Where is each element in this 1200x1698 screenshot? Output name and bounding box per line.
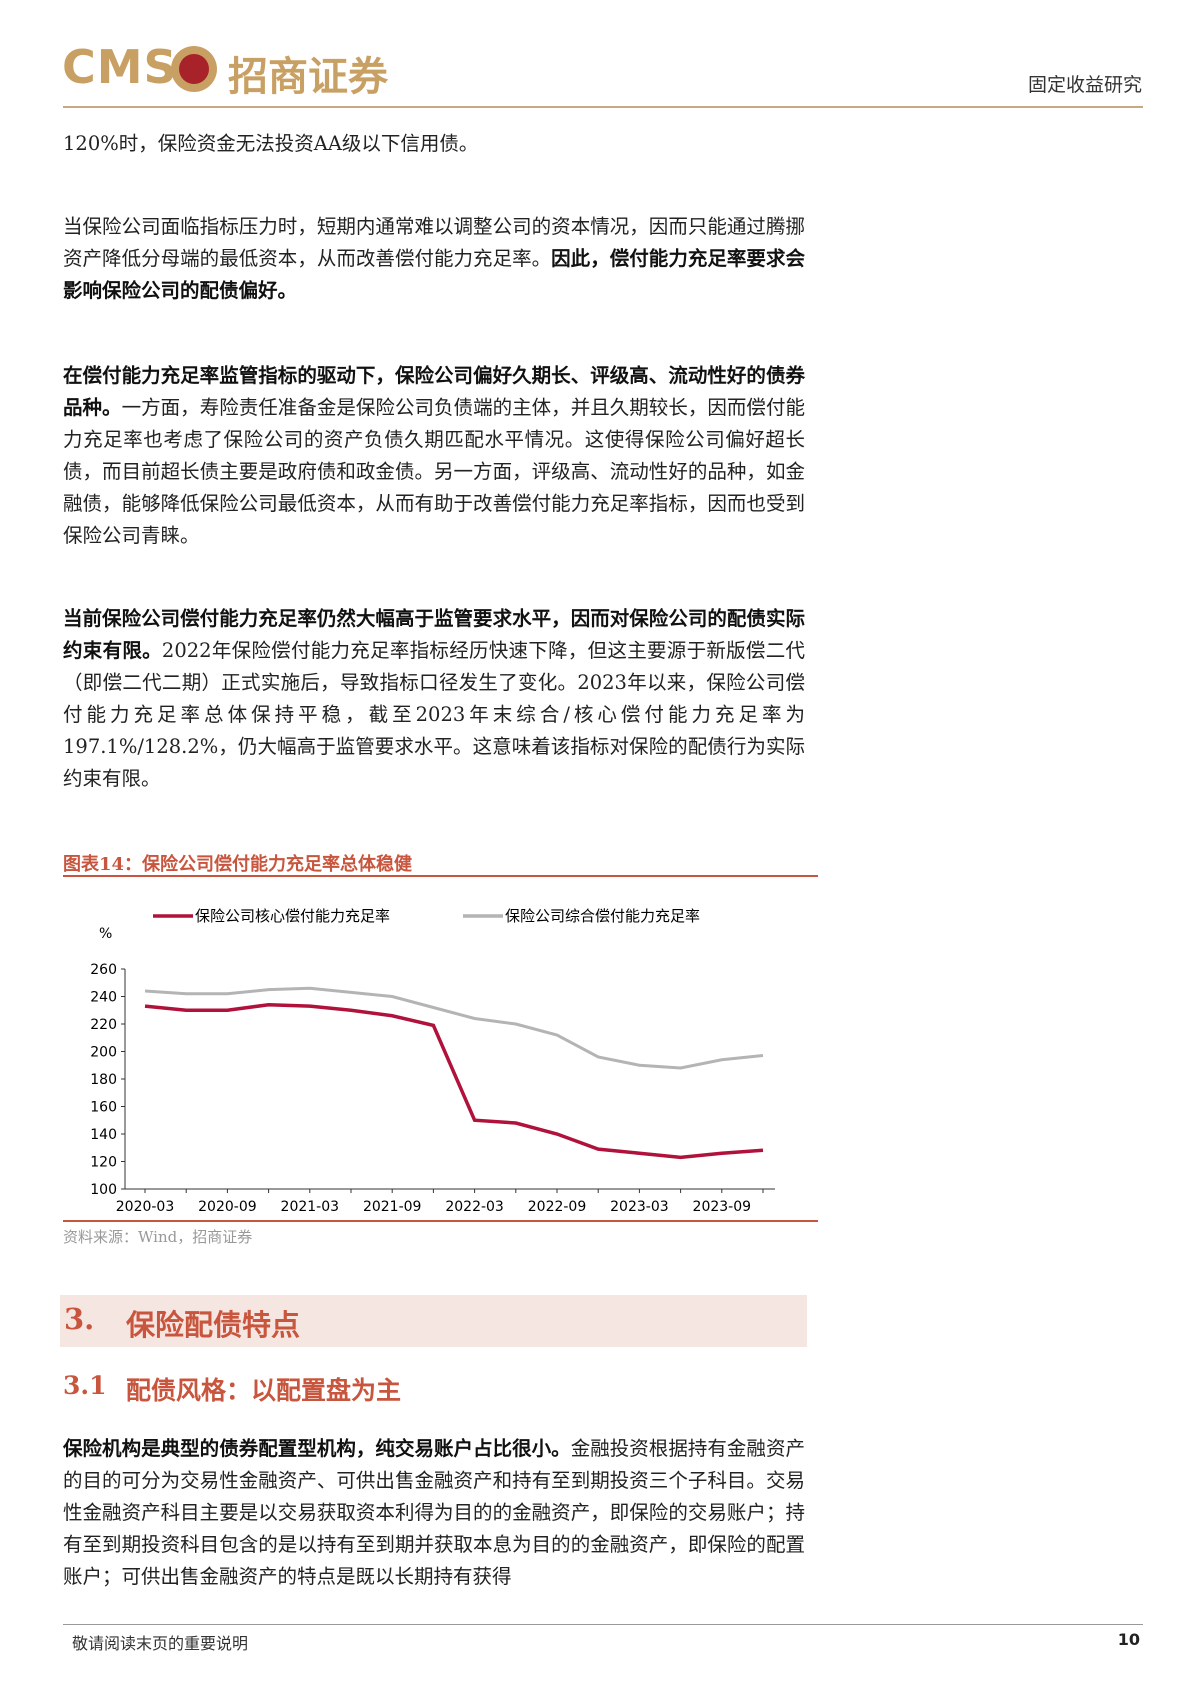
- x-tick-label: 2020-09: [198, 1199, 257, 1215]
- company-name: 招商证券: [228, 53, 388, 100]
- y-tick-label: 260: [90, 962, 117, 978]
- series-line: [144, 986, 764, 1070]
- bold-text: 因此，偿付能力充足率要求会影响保险公司的配债偏好。: [63, 247, 805, 302]
- y-unit: %: [99, 926, 112, 942]
- figure-rule: [63, 875, 818, 877]
- figure-source: 资料来源：Wind，招商证券: [63, 1228, 253, 1246]
- section-number: 3.: [64, 1302, 95, 1336]
- y-tick-label: 200: [90, 1045, 117, 1061]
- x-tick-label: 2020-03: [116, 1199, 175, 1215]
- x-tick-label: 2023-09: [693, 1199, 752, 1215]
- y-tick-label: 180: [90, 1072, 117, 1088]
- y-tick-label: 160: [90, 1100, 117, 1116]
- legend-label: 保险公司核心偿付能力充足率: [195, 907, 390, 925]
- header-rule: [63, 106, 1143, 108]
- paragraph: 在偿付能力充足率监管指标的驱动下，保险公司偏好久期长、评级高、流动性好的债券品种…: [63, 360, 805, 552]
- footer-note: 敬请阅读末页的重要说明: [72, 1634, 249, 1653]
- y-tick-label: 140: [90, 1127, 117, 1143]
- text: 一方面，寿险责任准备金是保险公司负债端的主体，并且久期较长，因而偿付能力充足率也…: [63, 396, 805, 547]
- y-tick-label: 120: [90, 1155, 117, 1171]
- x-tick-label: 2021-09: [363, 1199, 422, 1215]
- subsection-title: 配债风格：以配置盘为主: [126, 1376, 402, 1405]
- bold-text: 保险机构是典型的债券配置型机构，纯交易账户占比很小。: [63, 1437, 571, 1460]
- x-tick-label: 2021-03: [281, 1199, 340, 1215]
- subsection-number: 3.1: [63, 1371, 107, 1400]
- paragraph: 保险机构是典型的债券配置型机构，纯交易账户占比很小。金融投资根据持有金融资产的目…: [63, 1433, 805, 1593]
- x-tick-label: 2023-03: [610, 1199, 669, 1215]
- paragraph: 120%时，保险资金无法投资AA级以下信用债。: [63, 128, 805, 160]
- x-tick-label: 2022-03: [445, 1199, 504, 1215]
- page-number: 10: [1117, 1630, 1140, 1649]
- chart: % 100 120 140 160 180 200 220 240 260 2020-03 2020-…: [90, 907, 775, 1215]
- paragraph: 当保险公司面临指标压力时，短期内通常难以调整公司的资本情况，因而只能通过腾挪资产…: [63, 211, 805, 307]
- section-band: [60, 1295, 807, 1347]
- figure-rule: [63, 1220, 818, 1222]
- logo-icon: [171, 46, 217, 92]
- x-tick-label: 2022-09: [528, 1199, 587, 1215]
- text: 2022年保险偿付能力充足率指标经历快速下降，但这主要源于新版偿二代（即偿二代二…: [63, 639, 805, 790]
- y-tick-label: 100: [90, 1182, 117, 1198]
- header-section: 固定收益研究: [1027, 74, 1142, 96]
- logo-text: CMS: [62, 40, 178, 94]
- figure-title: 图表14：保险公司偿付能力充足率总体稳健: [63, 854, 413, 875]
- y-tick-label: 240: [90, 990, 117, 1006]
- series-line: [144, 1002, 764, 1160]
- text: 120%时，保险资金无法投资AA级以下信用债。: [63, 132, 479, 155]
- text: 金融投资根据持有金融资产的目的可分为交易性金融资产、可供出售金融资产和持有至到期…: [63, 1437, 805, 1588]
- section-title: 保险配债特点: [126, 1308, 301, 1342]
- footer-rule: [63, 1624, 1143, 1625]
- text: 当保险公司面临指标压力时，短期内通常难以调整公司的资本情况，因而只能通过腾挪资产…: [63, 215, 805, 270]
- bold-text: 当前保险公司偿付能力充足率仍然大幅高于监管要求水平，因而对保险公司的配债实际约束…: [63, 607, 805, 662]
- paragraph: 当前保险公司偿付能力充足率仍然大幅高于监管要求水平，因而对保险公司的配债实际约束…: [63, 603, 805, 795]
- y-tick-label: 220: [90, 1017, 117, 1033]
- legend-label: 保险公司综合偿付能力充足率: [505, 907, 700, 925]
- bold-text: 在偿付能力充足率监管指标的驱动下，保险公司偏好久期长、评级高、流动性好的债券品种…: [63, 364, 805, 419]
